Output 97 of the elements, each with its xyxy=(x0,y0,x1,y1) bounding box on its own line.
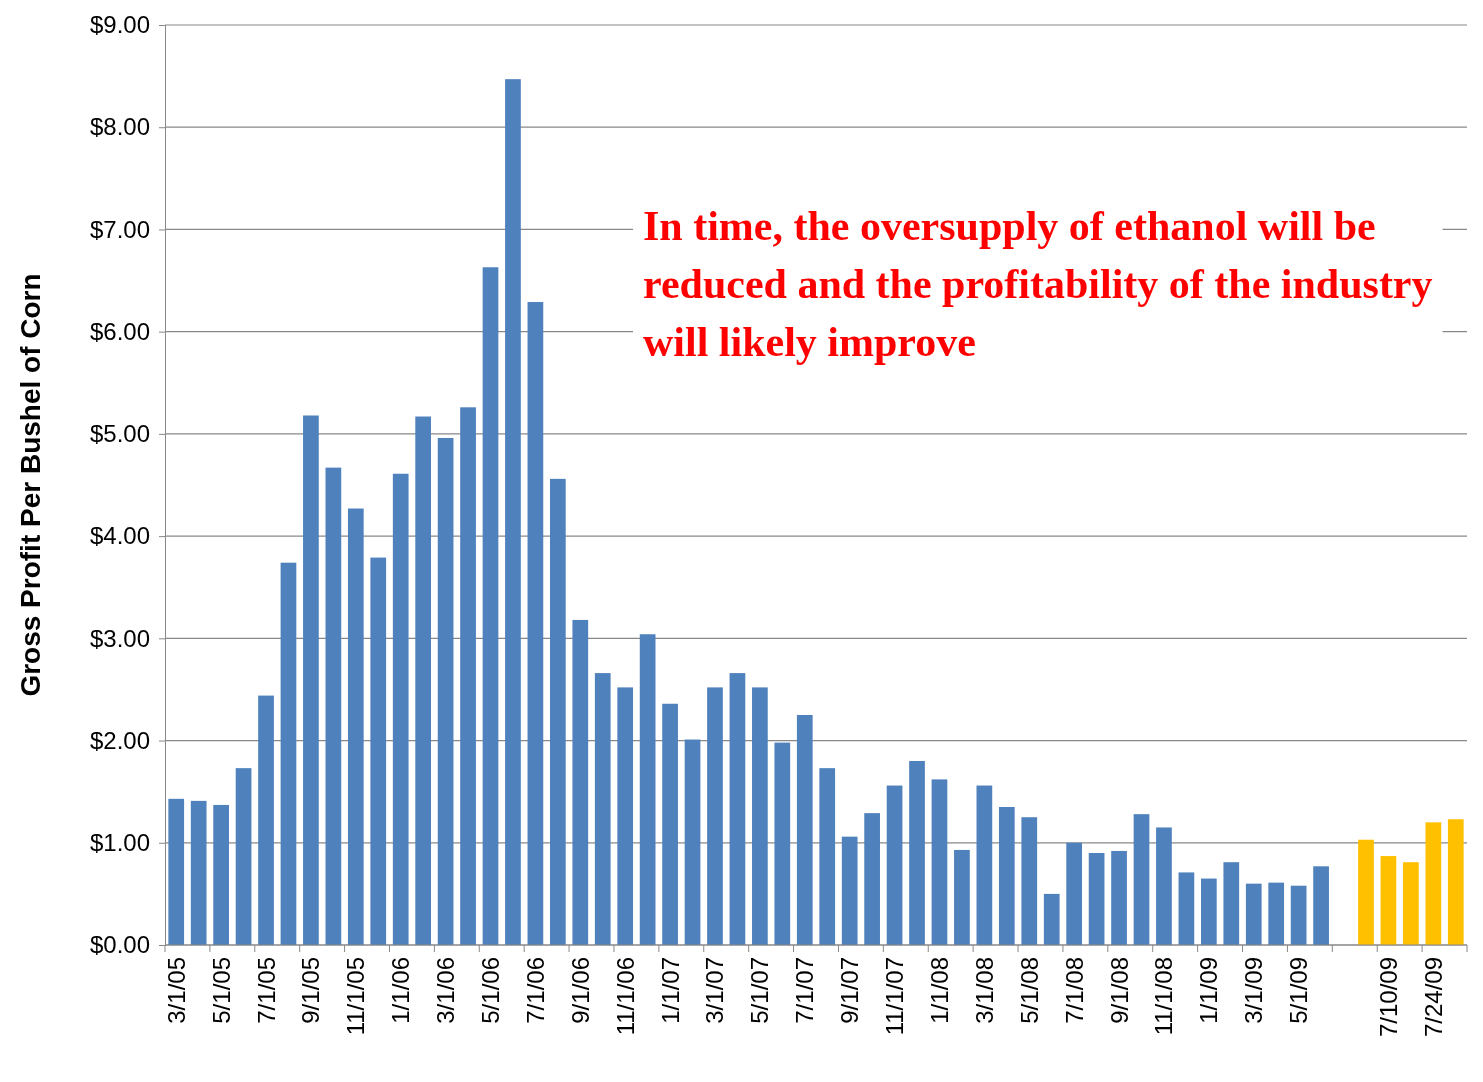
bar xyxy=(639,634,656,945)
bar xyxy=(482,267,499,945)
bar xyxy=(1245,883,1262,945)
x-tick-label: 3/1/06 xyxy=(432,957,460,1024)
bar xyxy=(1380,856,1397,945)
bar xyxy=(998,807,1015,945)
x-tick-label: 1/1/07 xyxy=(656,957,684,1024)
x-tick-label: 7/24/09 xyxy=(1419,957,1447,1038)
bar xyxy=(572,619,589,945)
bar xyxy=(841,836,858,945)
x-tick-label: 5/1/09 xyxy=(1285,957,1313,1024)
bar xyxy=(1290,885,1307,945)
x-tick-label: 5/1/07 xyxy=(746,957,774,1024)
bar xyxy=(1133,814,1150,945)
annotation: In time, the oversupply of ethanol will be reduced and the profitability of the industry will likely improve xyxy=(643,203,1433,365)
y-tick-label: $6.00 xyxy=(89,317,150,345)
bar xyxy=(303,415,319,945)
bar xyxy=(1447,819,1464,945)
x-tick-label: 7/1/06 xyxy=(521,957,549,1024)
bar xyxy=(1223,862,1240,945)
bar xyxy=(1268,882,1285,945)
bar xyxy=(662,703,678,945)
x-tick-label: 5/1/05 xyxy=(207,957,235,1024)
y-tick-label: $4.00 xyxy=(89,522,150,550)
y-axis-title: Gross Profit Per Bushel of Corn xyxy=(14,273,46,697)
x-tick-label: 5/1/08 xyxy=(1015,957,1043,1024)
bar xyxy=(1021,817,1038,945)
bar xyxy=(617,687,634,945)
y-tick-label: $3.00 xyxy=(89,624,150,652)
bar xyxy=(505,79,521,945)
bar xyxy=(796,715,813,945)
y-tick-label: $0.00 xyxy=(89,931,150,959)
bar xyxy=(1200,878,1217,945)
x-tick-label: 11/1/07 xyxy=(881,957,909,1036)
x-tick-label: 9/1/07 xyxy=(836,957,864,1024)
y-tick-label: $5.00 xyxy=(89,420,150,448)
x-tick-label: 9/1/05 xyxy=(297,957,325,1024)
bar xyxy=(392,473,409,945)
bar xyxy=(168,798,185,945)
bar xyxy=(1156,827,1172,945)
bar xyxy=(347,508,364,945)
bar xyxy=(752,687,768,945)
bar xyxy=(976,785,993,945)
bar xyxy=(594,673,611,945)
bar xyxy=(213,804,229,945)
bar xyxy=(909,761,925,945)
bar xyxy=(549,478,566,945)
bar xyxy=(707,687,723,945)
x-tick-label: 7/1/07 xyxy=(791,957,819,1024)
bar xyxy=(460,407,476,945)
bar xyxy=(190,800,207,945)
x-tick-label: 1/1/09 xyxy=(1195,957,1223,1024)
bar xyxy=(258,695,274,945)
x-tick-label: 11/1/08 xyxy=(1150,957,1178,1036)
bar xyxy=(729,673,746,945)
x-tick-label: 7/1/08 xyxy=(1060,957,1088,1024)
bar xyxy=(415,416,432,945)
bar xyxy=(1425,822,1442,945)
y-tick-label: $7.00 xyxy=(89,215,150,243)
bar xyxy=(931,779,948,945)
x-tick-label: 9/1/06 xyxy=(566,957,594,1024)
bar xyxy=(1111,850,1127,945)
x-tick-label: 9/1/08 xyxy=(1105,957,1133,1024)
bar xyxy=(864,813,880,945)
bar xyxy=(325,467,342,945)
x-tick-label: 7/1/05 xyxy=(252,957,280,1024)
x-tick-label: 1/1/06 xyxy=(387,957,415,1024)
bar xyxy=(437,437,454,945)
y-tick-label: $9.00 xyxy=(89,11,150,39)
y-tick-label: $2.00 xyxy=(89,726,150,754)
x-tick-label: 1/1/08 xyxy=(925,957,953,1024)
bar xyxy=(1358,839,1374,945)
bar xyxy=(684,739,701,945)
x-tick-label: 3/1/08 xyxy=(970,957,998,1024)
bar xyxy=(774,742,791,945)
x-tick-label: 11/1/05 xyxy=(342,957,370,1036)
bar xyxy=(886,785,903,945)
bar xyxy=(527,302,544,945)
bar xyxy=(954,849,970,945)
bar xyxy=(1313,866,1329,945)
bar xyxy=(1043,893,1060,945)
bar xyxy=(1403,862,1419,945)
bar xyxy=(1178,872,1195,945)
bar xyxy=(819,768,836,945)
x-tick-label: 5/1/06 xyxy=(477,957,504,1024)
x-tick-label: 3/1/09 xyxy=(1240,957,1268,1024)
bar xyxy=(370,557,387,945)
y-tick-label: $1.00 xyxy=(89,828,150,856)
bar xyxy=(1088,853,1105,945)
x-tick-label: 3/1/05 xyxy=(162,957,190,1024)
x-tick-label: 11/1/06 xyxy=(611,957,639,1036)
bar xyxy=(1066,842,1083,945)
x-tick-label: 3/1/07 xyxy=(701,957,729,1024)
bar xyxy=(280,562,297,945)
y-tick-label: $8.00 xyxy=(89,113,150,141)
x-tick-label: 7/10/09 xyxy=(1374,957,1402,1038)
bar xyxy=(235,768,252,945)
